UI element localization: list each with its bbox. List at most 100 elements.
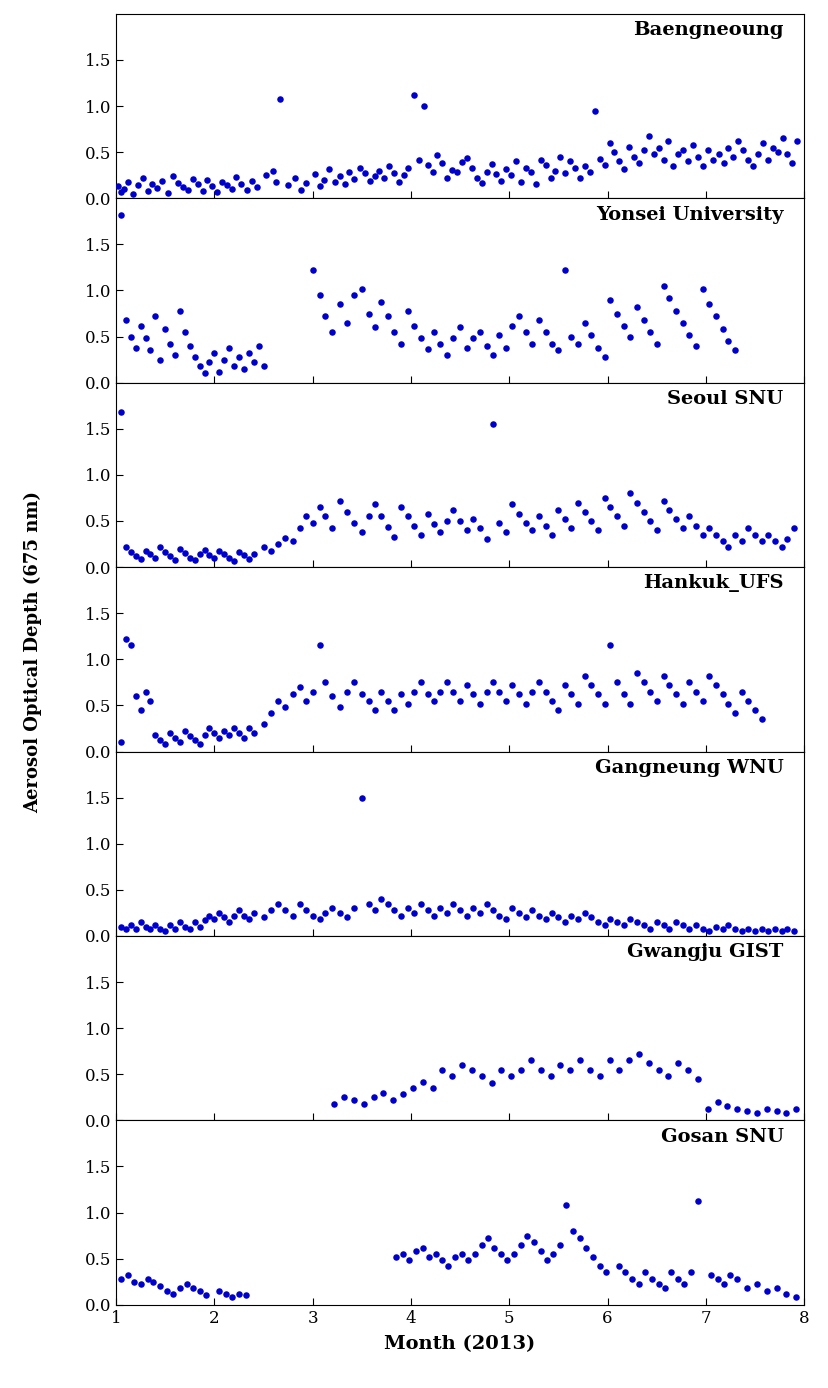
Point	[340, 906, 354, 929]
Point	[416, 1237, 429, 1259]
Point	[532, 505, 545, 527]
Point	[195, 180, 209, 203]
Point	[681, 672, 695, 694]
Point	[700, 1098, 714, 1120]
Point	[564, 325, 577, 347]
Point	[612, 1059, 625, 1081]
Point	[564, 905, 577, 927]
Point	[402, 1249, 415, 1271]
Point	[333, 165, 346, 187]
Point	[755, 132, 768, 154]
Point	[689, 335, 702, 357]
Point	[114, 204, 128, 226]
Point	[676, 693, 689, 715]
Point	[242, 718, 255, 740]
Point	[578, 902, 591, 924]
Point	[627, 146, 640, 168]
Point	[185, 1277, 199, 1299]
Point	[774, 920, 787, 942]
Point	[585, 1245, 599, 1267]
Point	[775, 128, 788, 150]
Point	[558, 162, 571, 185]
Point	[299, 505, 312, 527]
Point	[617, 315, 630, 337]
Point	[139, 680, 152, 702]
Point	[551, 339, 565, 361]
Point	[264, 702, 277, 725]
Point	[436, 1249, 449, 1271]
Point	[381, 892, 394, 915]
Point	[790, 130, 803, 153]
Point	[388, 899, 401, 922]
Point	[136, 167, 149, 189]
Point	[662, 917, 676, 940]
Point	[532, 310, 545, 332]
Point	[553, 1053, 566, 1076]
Point	[163, 545, 176, 568]
Point	[212, 361, 225, 383]
Point	[242, 341, 255, 364]
Point	[178, 543, 191, 565]
Point	[446, 680, 460, 702]
Point	[749, 1273, 763, 1295]
Point	[721, 136, 734, 158]
Point	[765, 136, 778, 158]
Point	[748, 523, 761, 545]
Point	[278, 899, 291, 922]
Point	[227, 355, 240, 378]
Point	[183, 547, 196, 569]
Point	[436, 1059, 449, 1081]
Point	[610, 505, 623, 527]
Point	[691, 1067, 704, 1090]
Point	[119, 627, 132, 650]
Point	[381, 516, 394, 539]
Point	[632, 153, 645, 175]
Point	[163, 333, 176, 355]
Point	[227, 905, 240, 927]
Point	[623, 693, 636, 715]
Point	[180, 1273, 193, 1295]
Point	[559, 1194, 572, 1216]
Point	[492, 680, 505, 702]
Point	[711, 143, 724, 165]
Point	[374, 888, 388, 911]
Point	[485, 899, 498, 922]
Point	[247, 351, 260, 373]
Point	[445, 1065, 459, 1087]
Point	[173, 300, 186, 322]
Point	[622, 1049, 635, 1072]
Point	[708, 916, 721, 938]
Point	[623, 325, 636, 347]
Point	[208, 341, 221, 364]
Point	[473, 518, 486, 540]
Point	[126, 183, 139, 205]
Point	[504, 1065, 518, 1087]
Point	[227, 718, 240, 740]
Point	[701, 293, 715, 315]
Point	[664, 1262, 677, 1284]
Point	[396, 1242, 409, 1264]
Point	[661, 130, 674, 153]
Point	[239, 1284, 253, 1306]
Point	[158, 318, 171, 340]
Point	[533, 1239, 546, 1262]
Point	[148, 547, 161, 569]
Point	[129, 336, 142, 358]
Point	[257, 355, 270, 378]
Point	[168, 917, 181, 940]
Point	[394, 905, 407, 927]
Point	[494, 169, 508, 192]
Point	[689, 515, 702, 537]
Point	[789, 1098, 802, 1120]
Point	[649, 911, 662, 933]
Point	[652, 1059, 665, 1081]
Point	[114, 916, 128, 938]
Point	[767, 530, 780, 552]
Point	[139, 328, 152, 350]
Point	[203, 351, 216, 373]
Point	[141, 1267, 154, 1289]
Point	[217, 720, 230, 743]
Point	[134, 700, 147, 722]
Point	[583, 161, 596, 183]
Point	[378, 167, 391, 189]
